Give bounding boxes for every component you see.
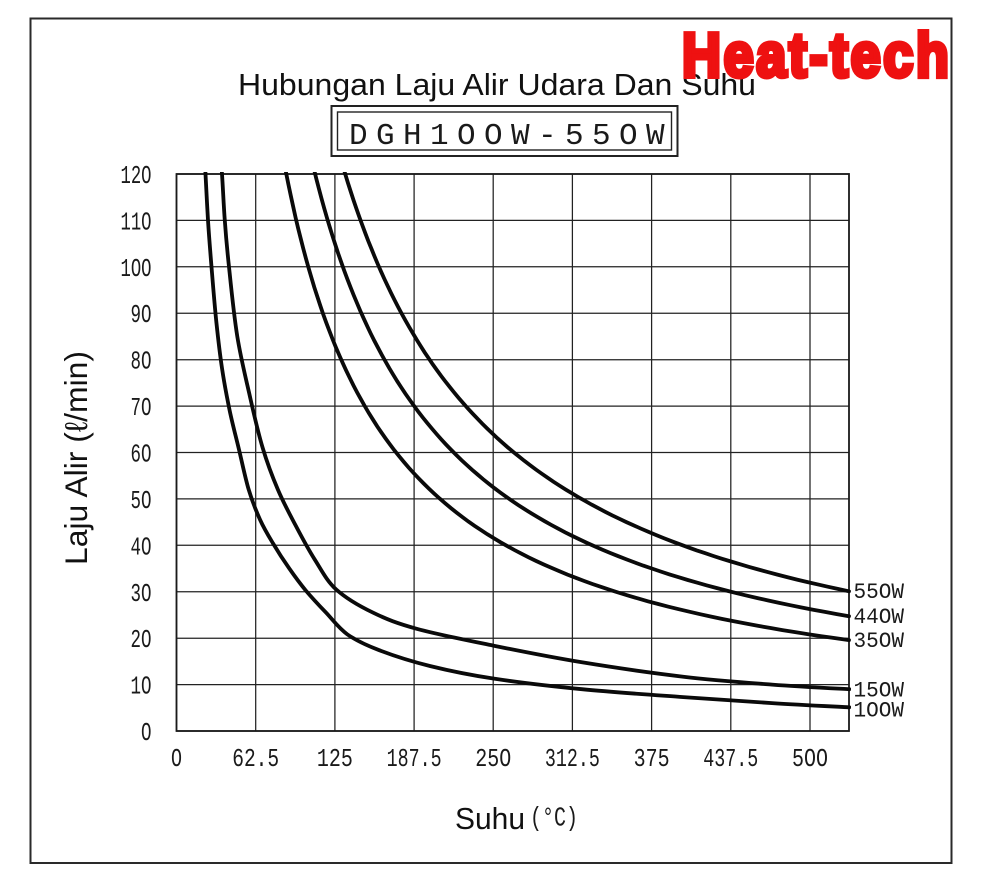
svg-text:25O: 25O (475, 744, 511, 774)
svg-text:Laju Alir (ℓ/min): Laju Alir (ℓ/min) (58, 351, 94, 565)
svg-text:375: 375 (634, 744, 670, 774)
svg-text:6O: 6O (131, 440, 152, 470)
svg-text:(°C): (°C) (530, 804, 578, 834)
svg-text:55OW: 55OW (854, 579, 905, 605)
svg-text:11O: 11O (121, 207, 152, 237)
svg-text:9O: 9O (131, 300, 152, 330)
svg-text:8O: 8O (131, 347, 152, 377)
svg-text:Suhu: Suhu (455, 801, 525, 836)
svg-text:44OW: 44OW (854, 604, 905, 630)
svg-text:DGH1OOW-55OW: DGH1OOW-55OW (349, 119, 673, 154)
svg-text:1OO: 1OO (121, 254, 152, 284)
svg-text:15OW: 15OW (854, 678, 905, 704)
svg-text:Hubungan Laju Alir Udara Dan S: Hubungan Laju Alir Udara Dan Suhu (238, 67, 756, 102)
svg-text:35OW: 35OW (854, 628, 905, 654)
svg-text:187.5: 187.5 (387, 744, 442, 774)
svg-text:1O: 1O (131, 672, 152, 702)
svg-text:5OO: 5OO (792, 744, 828, 774)
svg-text:5O: 5O (131, 486, 152, 516)
svg-text:7O: 7O (131, 393, 152, 423)
svg-text:312.5: 312.5 (545, 744, 600, 774)
svg-text:4O: 4O (131, 532, 152, 562)
svg-text:3O: 3O (131, 579, 152, 609)
svg-text:O: O (141, 718, 152, 748)
svg-text:12O: 12O (121, 161, 152, 191)
svg-text:437.5: 437.5 (703, 744, 758, 774)
svg-text:62.5: 62.5 (232, 744, 279, 774)
svg-text:O: O (171, 744, 182, 774)
svg-text:2O: 2O (131, 625, 152, 655)
svg-text:125: 125 (317, 744, 353, 774)
svg-text:Heat-tech: Heat-tech (682, 21, 952, 90)
svg-text:1OOW: 1OOW (854, 697, 905, 723)
